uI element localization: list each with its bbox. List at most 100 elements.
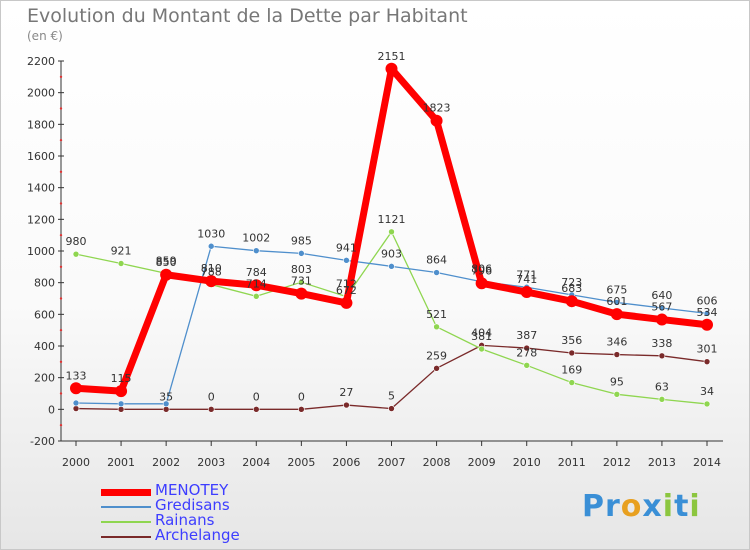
y-tick-label: 1600 xyxy=(27,150,55,163)
x-tick-label: 2013 xyxy=(648,456,676,469)
logo-letter: P xyxy=(582,489,605,524)
data-point-rainans xyxy=(478,345,485,353)
data-point-menotey xyxy=(701,318,713,331)
data-point-menotey xyxy=(70,382,82,395)
logo-letter: t xyxy=(674,489,690,524)
data-point-archelange xyxy=(388,405,395,412)
legend-label: MENOTEY xyxy=(155,481,229,499)
legend-label: Archelange xyxy=(155,526,240,544)
data-label: 1002 xyxy=(242,232,270,245)
data-label: 723 xyxy=(561,276,582,289)
data-label: 5 xyxy=(388,390,395,403)
data-label: 601 xyxy=(606,295,627,308)
legend-swatch xyxy=(101,521,151,523)
data-label: 35 xyxy=(159,390,173,403)
data-point-rainans xyxy=(298,278,305,286)
data-label: 169 xyxy=(561,364,582,377)
data-point-gredisans xyxy=(207,242,215,250)
x-tick-label: 2014 xyxy=(693,456,721,469)
data-label: 985 xyxy=(291,234,312,247)
data-point-gredisans xyxy=(72,399,80,407)
data-point-menotey xyxy=(295,287,308,300)
data-point-gredisans xyxy=(252,247,260,254)
data-point-gredisans xyxy=(433,269,440,276)
logo-letter: i xyxy=(662,489,675,524)
data-label: 95 xyxy=(610,375,624,388)
data-point-rainans xyxy=(388,228,395,236)
y-tick-label: 400 xyxy=(34,340,55,353)
data-point-menotey xyxy=(610,308,623,321)
x-tick-label: 2009 xyxy=(468,456,496,469)
x-tick-label: 2006 xyxy=(332,456,360,469)
data-label: 741 xyxy=(516,273,537,286)
data-point-archelange xyxy=(523,344,531,352)
data-label: 850 xyxy=(156,256,177,269)
logo-letter: r xyxy=(605,489,621,524)
data-label: 301 xyxy=(697,343,718,356)
y-tick-label: 1400 xyxy=(27,182,55,195)
x-tick-label: 2000 xyxy=(62,456,90,469)
data-label: 810 xyxy=(201,262,222,275)
data-label: 714 xyxy=(246,277,267,290)
data-point-rainans xyxy=(433,323,440,331)
data-point-archelange xyxy=(568,349,576,357)
logo-letter: o xyxy=(620,489,643,524)
x-tick-label: 2001 xyxy=(107,456,135,469)
data-label: 859 xyxy=(156,254,177,267)
y-tick-label: -200 xyxy=(30,435,55,448)
y-minor-tick xyxy=(59,138,63,142)
chart-title: Evolution du Montant de la Dette par Hab… xyxy=(27,5,468,27)
y-tick-label: 0 xyxy=(48,403,55,416)
data-label: 404 xyxy=(471,326,492,339)
data-label: 683 xyxy=(561,282,582,295)
data-point-rainans xyxy=(117,260,125,267)
data-point-rainans xyxy=(72,250,80,258)
data-label: 259 xyxy=(426,349,447,362)
data-label: 788 xyxy=(201,266,222,279)
data-label: 675 xyxy=(606,283,627,296)
y-minor-tick xyxy=(59,107,63,110)
y-tick-label: 600 xyxy=(34,308,55,321)
data-point-gredisans xyxy=(298,250,305,257)
data-label: 2151 xyxy=(378,50,406,63)
x-tick-label: 2010 xyxy=(513,456,541,469)
data-label: 0 xyxy=(208,390,215,403)
x-tick-label: 2004 xyxy=(242,456,270,469)
data-point-gredisans xyxy=(703,310,711,317)
data-point-archelange xyxy=(298,406,305,413)
data-point-gredisans xyxy=(658,304,666,312)
data-label: 806 xyxy=(471,263,492,276)
data-point-gredisans xyxy=(613,299,621,306)
y-tick-label: 200 xyxy=(34,372,55,385)
data-point-rainans xyxy=(523,362,531,369)
data-label: 1823 xyxy=(423,102,451,115)
data-point-archelange xyxy=(613,351,621,358)
legend-swatch xyxy=(101,536,151,538)
y-minor-tick xyxy=(59,392,63,395)
data-label: 980 xyxy=(66,235,87,248)
data-point-rainans xyxy=(568,379,576,386)
data-label: 1121 xyxy=(378,213,406,226)
data-point-archelange xyxy=(72,405,80,412)
x-tick-label: 2008 xyxy=(423,456,451,469)
data-point-menotey xyxy=(340,296,353,309)
data-point-archelange xyxy=(207,406,215,413)
y-tick-label: 2000 xyxy=(27,87,55,100)
x-tick-label: 2012 xyxy=(603,456,631,469)
data-point-menotey xyxy=(475,277,488,290)
data-point-archelange xyxy=(343,401,350,409)
data-label: 921 xyxy=(111,245,132,258)
legend-swatch xyxy=(101,506,151,508)
y-minor-tick xyxy=(59,170,63,174)
data-label: 567 xyxy=(651,301,672,314)
data-label: 771 xyxy=(516,268,537,281)
legend-label: Gredisans xyxy=(155,496,230,514)
data-label: 381 xyxy=(471,330,492,343)
data-point-archelange xyxy=(658,352,666,360)
data-point-gredisans xyxy=(343,257,350,264)
data-label: 606 xyxy=(697,294,718,307)
legend-swatch xyxy=(101,489,151,496)
data-point-menotey xyxy=(385,62,398,75)
data-label: 27 xyxy=(339,386,353,399)
